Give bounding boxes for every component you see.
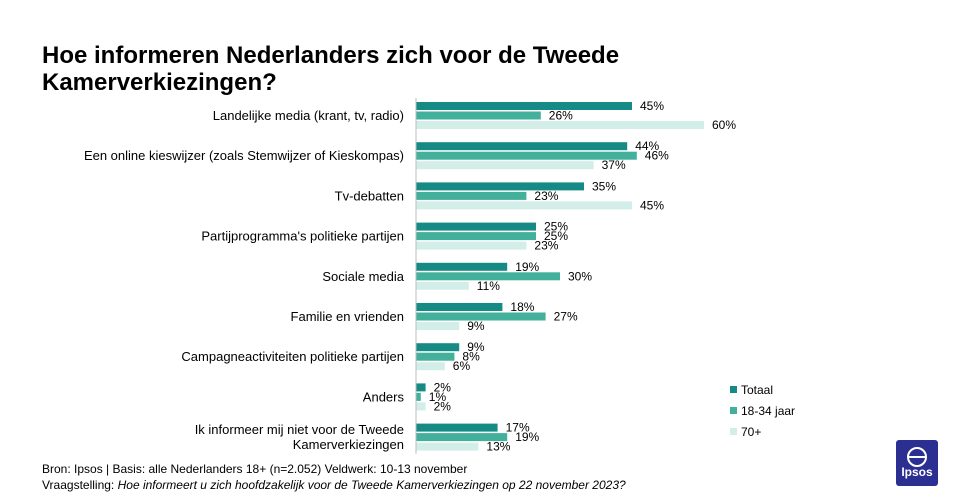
data-label: 25%: [544, 229, 568, 243]
legend: Totaal 18-34 jaar 70+: [730, 383, 795, 439]
data-label: 46%: [645, 149, 669, 163]
footer: Bron: Ipsos | Basis: alle Nederlanders 1…: [42, 461, 626, 493]
data-label: 44%: [635, 139, 659, 153]
chart-title: Hoe informeren Nederlanders zich voor de…: [42, 42, 620, 96]
question-text: Hoe informeert u zich hoofdzakelijk voor…: [117, 478, 626, 492]
category-label: Tv-debatten: [335, 188, 404, 203]
data-label: 2%: [434, 399, 452, 413]
bar: [416, 241, 527, 250]
logo-mark-icon: [907, 447, 927, 467]
data-label: 25%: [544, 220, 568, 234]
legend-label: 70+: [741, 425, 761, 439]
bar: [416, 343, 460, 352]
source-note: Bron: Ipsos | Basis: alle Nederlanders 1…: [42, 462, 468, 476]
category-label: Familie en vrienden: [291, 309, 404, 324]
data-label: 9%: [467, 319, 485, 333]
category-label-line: Ik informeer mij niet voor de Tweede: [195, 422, 404, 437]
bar: [416, 402, 426, 411]
data-label: 6%: [453, 359, 471, 373]
bar: [416, 312, 546, 321]
category-label: Anders: [363, 389, 405, 404]
category-label-line: Tv-debatten: [335, 188, 404, 203]
bar: [416, 272, 560, 281]
category-label: Partijprogramma's politieke partijen: [201, 229, 404, 244]
data-label: 19%: [515, 430, 539, 444]
legend-swatch: [730, 386, 737, 393]
bar: [416, 433, 508, 442]
category-label-line: Landelijke media (krant, tv, radio): [213, 108, 404, 123]
bar: [416, 352, 455, 361]
bar: [416, 362, 445, 371]
category-label: Campagneactiviteiten politieke partijen: [181, 349, 404, 364]
legend-label: 18-34 jaar: [741, 404, 795, 418]
category-label-line: Partijprogramma's politieke partijen: [201, 229, 404, 244]
legend-swatch: [730, 407, 737, 414]
legend-swatch: [730, 428, 737, 435]
bar: [416, 232, 536, 241]
bar: [416, 392, 421, 401]
bar: [416, 281, 469, 290]
question-label: Vraagstelling:: [42, 478, 115, 492]
bar: [416, 383, 426, 392]
data-label: 23%: [534, 189, 558, 203]
bar: [416, 423, 498, 432]
category-label: Sociale media: [322, 269, 404, 284]
data-label: 17%: [506, 421, 530, 435]
bar: [416, 121, 704, 129]
bar: [416, 102, 632, 110]
data-label: 11%: [477, 279, 500, 293]
category-label-line: Familie en vrienden: [291, 309, 404, 324]
bar: [416, 262, 508, 271]
category-label-line: Anders: [363, 389, 405, 404]
category-label-line: Campagneactiviteiten politieke partijen: [181, 349, 404, 364]
data-label: 30%: [568, 269, 592, 283]
category-label: Landelijke media (krant, tv, radio): [213, 108, 404, 123]
bar: [416, 442, 479, 451]
bar: [416, 161, 594, 170]
ipsos-logo: Ipsos: [896, 440, 938, 486]
bar: [416, 151, 637, 160]
bar: [416, 201, 632, 210]
logo-text: Ipsos: [901, 465, 933, 479]
bar: [416, 142, 628, 151]
category-label: Ik informeer mij niet voor de Tweede Kame…: [195, 422, 404, 452]
category-label: Een online kieswijzer (zoals Stemwijzer …: [84, 148, 404, 163]
bar-chart: Landelijke media (krant, tv, radio) 45% 26…: [84, 98, 795, 454]
data-label: 18%: [510, 300, 534, 314]
data-label: 60%: [712, 118, 736, 132]
question-note: Vraagstelling: Hoe informeert u zich hoo…: [42, 477, 626, 493]
category-label-line: Een online kieswijzer (zoals Stemwijzer …: [84, 148, 404, 163]
data-label: 13%: [486, 440, 510, 454]
data-label: 45%: [640, 198, 664, 212]
data-label: 19%: [515, 260, 539, 274]
bar: [416, 303, 503, 311]
data-label: 45%: [640, 99, 664, 113]
data-label: 23%: [534, 239, 558, 253]
data-label: 1%: [429, 390, 447, 404]
bar: [416, 182, 584, 191]
bar: [416, 222, 536, 231]
bars-layer: Landelijke media (krant, tv, radio) 45% 26…: [84, 99, 736, 454]
bar: [416, 111, 541, 120]
data-label: 8%: [462, 350, 480, 364]
data-label: 37%: [602, 158, 626, 172]
data-label: 26%: [549, 109, 573, 123]
bar: [416, 322, 460, 330]
data-label: 35%: [592, 179, 616, 193]
data-label: 27%: [554, 310, 578, 324]
legend-label: Totaal: [741, 383, 773, 397]
bar: [416, 191, 527, 200]
category-label-line: Kamerverkiezingen: [293, 437, 404, 452]
category-label-line: Sociale media: [322, 269, 404, 284]
data-label: 2%: [434, 380, 452, 394]
data-label: 9%: [467, 340, 485, 354]
